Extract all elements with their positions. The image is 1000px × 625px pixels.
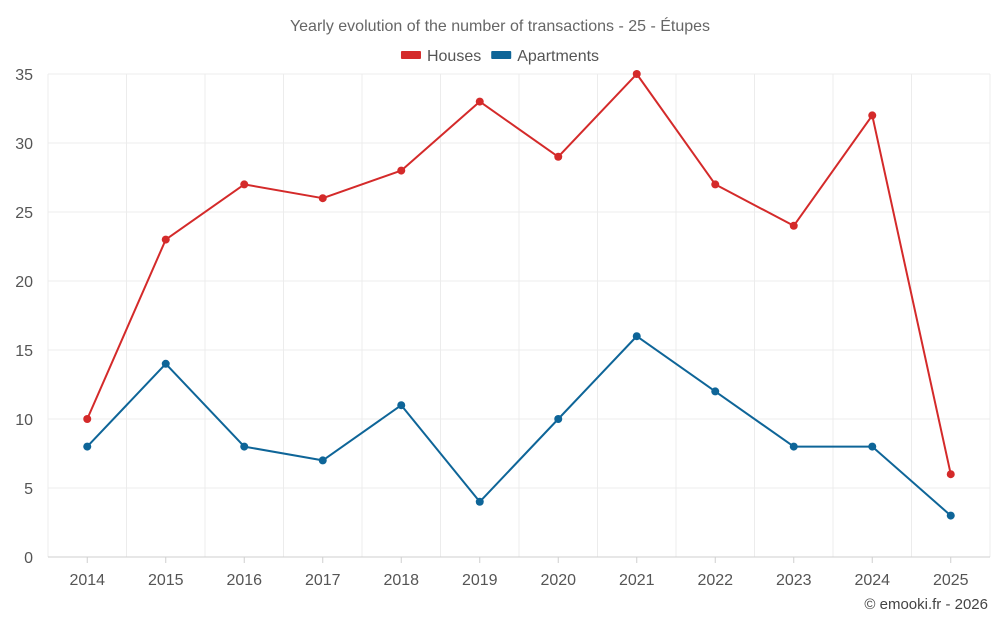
- x-tick-label: 2021: [619, 572, 655, 589]
- y-tick-label: 25: [15, 205, 33, 222]
- data-point[interactable]: [397, 401, 406, 410]
- data-point[interactable]: [83, 442, 92, 451]
- data-point[interactable]: [789, 221, 798, 230]
- data-point[interactable]: [318, 194, 327, 203]
- series-layer: [83, 70, 955, 520]
- y-tick-label: 20: [15, 274, 33, 291]
- y-tick-label: 30: [15, 136, 33, 153]
- data-point[interactable]: [711, 387, 720, 396]
- y-tick-label: 0: [24, 550, 33, 567]
- y-tick-label: 15: [15, 343, 33, 360]
- data-point[interactable]: [632, 70, 641, 78]
- legend-label: Apartments: [517, 48, 599, 65]
- y-tick-label: 35: [15, 67, 33, 84]
- legend-swatch: [400, 51, 421, 59]
- data-point[interactable]: [946, 511, 955, 520]
- x-tick-label: 2017: [305, 572, 341, 589]
- series-apartments: [83, 332, 955, 520]
- series-houses: [83, 70, 955, 479]
- data-point[interactable]: [240, 180, 249, 189]
- legend-item-apartments[interactable]: Apartments: [491, 48, 599, 65]
- legend: Houses Apartments: [400, 48, 599, 65]
- legend-swatch: [491, 51, 512, 59]
- data-point[interactable]: [161, 359, 170, 368]
- series-line: [86, 73, 952, 475]
- x-tick-label: 2014: [69, 572, 105, 589]
- x-tick-label: 2022: [697, 572, 733, 589]
- data-point[interactable]: [475, 97, 484, 106]
- x-tick-label: 2019: [462, 572, 498, 589]
- x-tick-label: 2020: [540, 572, 576, 589]
- y-tick-label: 5: [24, 481, 33, 498]
- chart-title: Yearly evolution of the number of transa…: [290, 16, 710, 35]
- grid: [47, 73, 991, 557]
- x-tick-label: 2024: [854, 572, 890, 589]
- y-tick-label: 10: [15, 412, 33, 429]
- legend-label: Houses: [427, 48, 481, 65]
- legend-item-houses[interactable]: Houses: [400, 48, 481, 65]
- x-tick-label: 2015: [148, 572, 184, 589]
- data-point[interactable]: [554, 152, 563, 161]
- data-point[interactable]: [711, 180, 720, 189]
- data-point[interactable]: [868, 111, 877, 120]
- data-point[interactable]: [789, 442, 798, 451]
- data-point[interactable]: [475, 497, 484, 506]
- data-point[interactable]: [632, 332, 641, 341]
- data-point[interactable]: [554, 415, 563, 423]
- data-point[interactable]: [397, 166, 406, 175]
- x-tick-label: 2016: [226, 572, 262, 589]
- data-point[interactable]: [161, 235, 170, 244]
- data-point[interactable]: [946, 470, 955, 479]
- series-line: [86, 335, 952, 517]
- data-point[interactable]: [868, 442, 877, 451]
- x-tick-label: 2023: [776, 572, 812, 589]
- credit-text: © emooki.fr - 2026: [864, 596, 988, 613]
- data-point[interactable]: [240, 442, 249, 451]
- data-point[interactable]: [318, 456, 327, 465]
- x-tick-label: 2018: [383, 572, 419, 589]
- data-point[interactable]: [83, 415, 92, 423]
- x-tick-label: 2025: [933, 572, 969, 589]
